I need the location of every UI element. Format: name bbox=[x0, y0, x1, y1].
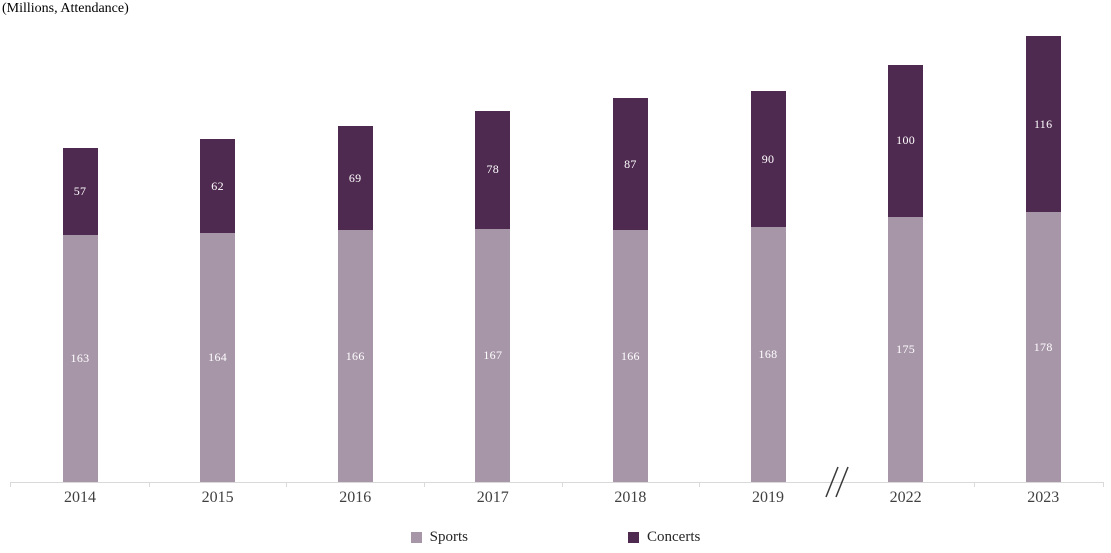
bar-2022-concerts: 100 bbox=[888, 65, 924, 217]
bar-2016-concerts: 69 bbox=[337, 125, 373, 231]
bar-2019-sports-value-label: 168 bbox=[758, 347, 778, 362]
bar-2018-concerts: 87 bbox=[612, 98, 648, 231]
bar-2014-sports-value-label: 163 bbox=[70, 350, 90, 365]
legend-label-concerts: Concerts bbox=[647, 529, 701, 545]
x-axis-label-2018: 2018 bbox=[614, 489, 647, 506]
x-axis-tick bbox=[424, 482, 425, 487]
bar-2014-concerts-value-label: 57 bbox=[73, 184, 87, 199]
legend-label-sports: Sports bbox=[429, 529, 468, 545]
bar-2014-concerts: 57 bbox=[62, 148, 98, 235]
x-axis-label-2014: 2014 bbox=[64, 489, 96, 506]
x-axis-label-2019: 2019 bbox=[752, 489, 784, 506]
legend: Sports Concerts bbox=[0, 529, 1111, 546]
x-axis-tick bbox=[699, 482, 700, 487]
bar-2014-sports: 163 bbox=[62, 234, 98, 482]
axis-break-mark bbox=[825, 466, 849, 498]
bar-2023-concerts: 116 bbox=[1025, 36, 1061, 213]
x-axis-tick bbox=[562, 482, 563, 487]
x-axis-tick bbox=[149, 482, 150, 487]
bar-2016-sports-value-label: 166 bbox=[345, 348, 365, 363]
bar-2019-concerts: 90 bbox=[750, 90, 786, 228]
legend-item-concerts: Concerts bbox=[628, 529, 700, 546]
x-axis-label-2023: 2023 bbox=[1027, 489, 1060, 506]
bar-2015-concerts: 62 bbox=[200, 139, 236, 234]
x-axis-tick bbox=[1103, 482, 1104, 487]
x-axis-label-2016: 2016 bbox=[339, 489, 372, 506]
concerts-color-swatch bbox=[628, 532, 639, 543]
bar-2023-sports: 178 bbox=[1025, 212, 1061, 482]
bar-2017-sports-value-label: 167 bbox=[483, 347, 503, 362]
bar-2023-concerts-value-label: 116 bbox=[1033, 116, 1053, 131]
bar-2015-concerts-value-label: 62 bbox=[211, 178, 224, 193]
bar-2022-concerts-value-label: 100 bbox=[896, 133, 916, 148]
x-axis-tick bbox=[286, 482, 287, 487]
bar-2017-concerts: 78 bbox=[475, 110, 511, 229]
bar-2016-sports: 166 bbox=[337, 230, 373, 482]
sports-color-swatch bbox=[410, 532, 422, 543]
chart-units-label: (Millions, Attendance) bbox=[2, 1, 129, 16]
x-axis-label-2022: 2022 bbox=[889, 489, 922, 506]
bar-2018-sports-value-label: 166 bbox=[620, 348, 640, 363]
bar-2023-sports-value-label: 178 bbox=[1033, 339, 1053, 354]
bar-2019-sports: 168 bbox=[750, 227, 786, 482]
bar-2015-sports-value-label: 164 bbox=[208, 350, 228, 365]
legend-item-sports: Sports bbox=[410, 529, 468, 546]
bar-2018-sports: 166 bbox=[612, 230, 648, 482]
bar-2022-sports-value-label: 175 bbox=[896, 341, 916, 356]
bar-2019-concerts-value-label: 90 bbox=[761, 151, 775, 166]
bar-2017-sports: 167 bbox=[475, 228, 511, 482]
bar-2018-concerts-value-label: 87 bbox=[624, 156, 637, 171]
x-axis-tick bbox=[974, 482, 975, 487]
x-axis-tick bbox=[10, 482, 11, 487]
bar-2022-sports: 175 bbox=[888, 216, 924, 482]
x-axis-label-2015: 2015 bbox=[201, 489, 234, 506]
bar-2015-sports: 164 bbox=[200, 233, 236, 482]
x-axis-label-2017: 2017 bbox=[476, 489, 509, 506]
bar-2016-concerts-value-label: 69 bbox=[348, 170, 362, 185]
bar-2017-concerts-value-label: 78 bbox=[486, 162, 500, 177]
x-axis-line bbox=[10, 482, 1103, 483]
